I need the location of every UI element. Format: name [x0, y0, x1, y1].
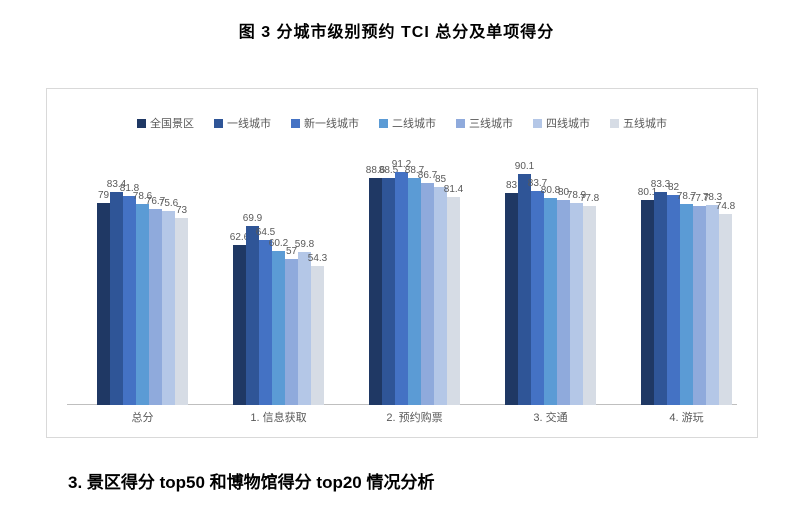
bar: 54.3	[311, 266, 324, 405]
bar: 62.6	[233, 245, 246, 405]
bar: 81.4	[447, 197, 460, 405]
category-label: 1. 信息获取	[229, 409, 329, 425]
legend-item: 新一线城市	[291, 115, 359, 131]
bar: 78.3	[706, 205, 719, 405]
bar-group: 88.688.591.288.786.78581.4	[369, 151, 460, 405]
bar: 73	[175, 218, 188, 405]
bar: 82	[667, 195, 680, 405]
section-title: 3. 景区得分 top50 和博物馆得分 top20 情况分析	[68, 468, 434, 493]
bar: 74.8	[719, 214, 732, 405]
bar: 59.8	[298, 252, 311, 405]
legend-swatch	[456, 119, 465, 128]
legend-label: 五线城市	[623, 115, 667, 131]
bar: 83.7	[531, 191, 544, 405]
bar: 80.8	[544, 198, 557, 405]
bar: 90.1	[518, 174, 531, 405]
category-label: 总分	[93, 409, 193, 425]
legend-swatch	[214, 119, 223, 128]
bar-value-label: 64.5	[251, 227, 281, 238]
tci-chart: 全国景区 一线城市 新一线城市 二线城市 三线城市 四线城市 五线城市 7983.481.8…	[46, 88, 758, 438]
bar: 86.7	[421, 183, 434, 405]
chart-plot: 7983.481.878.676.775.67362.669.964.560.2…	[67, 151, 737, 405]
bar: 78.7	[680, 204, 693, 405]
legend-item: 四线城市	[533, 115, 590, 131]
legend-label: 四线城市	[546, 115, 590, 131]
bar-value-label: 69.9	[238, 213, 268, 224]
bar: 77.8	[583, 206, 596, 405]
bar: 80.1	[641, 200, 654, 405]
bar: 77.7	[693, 206, 706, 405]
category-label: 2. 预约购票	[365, 409, 465, 425]
legend-item: 五线城市	[610, 115, 667, 131]
bar-value-label: 54.3	[303, 253, 333, 264]
bar: 91.2	[395, 172, 408, 405]
bar-value-label: 81.4	[439, 184, 469, 195]
bar: 88.7	[408, 178, 421, 405]
legend-label: 一线城市	[227, 115, 271, 131]
bar: 81.8	[123, 196, 136, 405]
bar: 83.4	[110, 192, 123, 406]
bar: 85	[434, 187, 447, 405]
bar-value-label: 74.8	[711, 201, 741, 212]
legend-item: 二线城市	[379, 115, 436, 131]
bar-group: 7983.481.878.676.775.673	[97, 151, 188, 405]
chart-legend: 全国景区 一线城市 新一线城市 二线城市 三线城市 四线城市 五线城市	[47, 115, 757, 131]
legend-item: 一线城市	[214, 115, 271, 131]
legend-swatch	[379, 119, 388, 128]
bar: 80	[557, 200, 570, 405]
bar: 79	[97, 203, 110, 405]
bar-group: 8390.183.780.88078.977.8	[505, 151, 596, 405]
legend-item: 全国景区	[137, 115, 194, 131]
figure-title: 图 3 分城市级别预约 TCI 总分及单项得分	[0, 18, 793, 42]
legend-swatch	[137, 119, 146, 128]
bar-value-label: 73	[167, 205, 197, 216]
legend-label: 全国景区	[150, 115, 194, 131]
category-label: 4. 游玩	[637, 409, 737, 425]
category-label: 3. 交通	[501, 409, 601, 425]
bar: 75.6	[162, 211, 175, 405]
bar-group: 80.183.38278.777.778.374.8	[641, 151, 732, 405]
legend-label: 二线城市	[392, 115, 436, 131]
legend-item: 三线城市	[456, 115, 513, 131]
legend-label: 新一线城市	[304, 115, 359, 131]
legend-label: 三线城市	[469, 115, 513, 131]
bar: 64.5	[259, 240, 272, 405]
bar: 76.7	[149, 209, 162, 405]
bar: 69.9	[246, 226, 259, 405]
legend-swatch	[291, 119, 300, 128]
bar: 88.6	[369, 178, 382, 405]
bar: 78.6	[136, 204, 149, 405]
bar: 83.3	[654, 192, 667, 405]
bar: 83	[505, 193, 518, 405]
legend-swatch	[610, 119, 619, 128]
legend-swatch	[533, 119, 542, 128]
bar-value-label: 90.1	[510, 161, 540, 172]
bar: 88.5	[382, 178, 395, 405]
bar: 57	[285, 259, 298, 405]
bar-value-label: 59.8	[290, 239, 320, 250]
bar: 60.2	[272, 251, 285, 405]
bar: 78.9	[570, 203, 583, 405]
bar-value-label: 77.8	[575, 193, 605, 204]
bar-group: 62.669.964.560.25759.854.3	[233, 151, 324, 405]
